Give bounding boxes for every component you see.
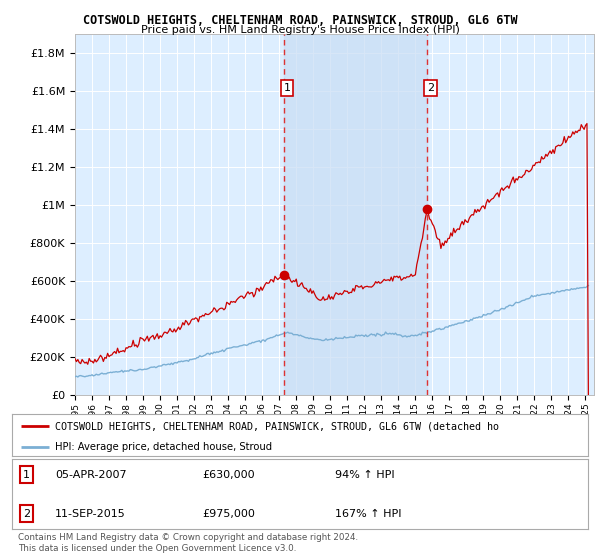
Text: £975,000: £975,000 (202, 509, 255, 519)
Text: 2: 2 (23, 509, 30, 519)
Text: Price paid vs. HM Land Registry's House Price Index (HPI): Price paid vs. HM Land Registry's House … (140, 25, 460, 35)
Text: HPI: Average price, detached house, Stroud: HPI: Average price, detached house, Stro… (55, 442, 272, 452)
Text: 167% ↑ HPI: 167% ↑ HPI (335, 509, 401, 519)
Text: 05-APR-2007: 05-APR-2007 (55, 470, 127, 479)
Text: Contains HM Land Registry data © Crown copyright and database right 2024.
This d: Contains HM Land Registry data © Crown c… (18, 533, 358, 553)
Text: £630,000: £630,000 (202, 470, 255, 479)
Text: COTSWOLD HEIGHTS, CHELTENHAM ROAD, PAINSWICK, STROUD, GL6 6TW: COTSWOLD HEIGHTS, CHELTENHAM ROAD, PAINS… (83, 14, 517, 27)
Text: 2: 2 (427, 83, 434, 93)
Text: 1: 1 (23, 470, 30, 479)
Text: COTSWOLD HEIGHTS, CHELTENHAM ROAD, PAINSWICK, STROUD, GL6 6TW (detached ho: COTSWOLD HEIGHTS, CHELTENHAM ROAD, PAINS… (55, 421, 499, 431)
Text: 1: 1 (284, 83, 290, 93)
Text: 11-SEP-2015: 11-SEP-2015 (55, 509, 126, 519)
Bar (284, 34, 427, 395)
Text: 94% ↑ HPI: 94% ↑ HPI (335, 470, 394, 479)
